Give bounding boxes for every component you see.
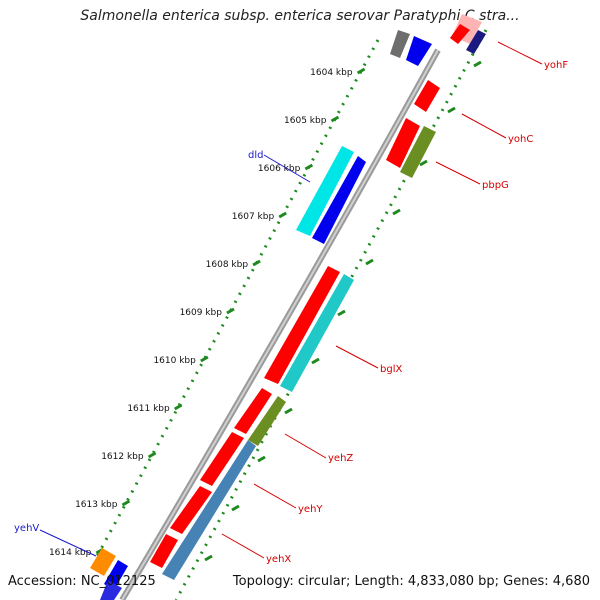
gene-label-pbpG[interactable]: pbpG bbox=[482, 180, 509, 191]
gene-blue-dld[interactable] bbox=[312, 156, 366, 244]
ruler-tick-label: 1614 kbp bbox=[49, 548, 92, 558]
ruler-tick-mark bbox=[330, 115, 340, 123]
gene-labels: yohF yohC pbpG dld bglX yehZ yehY yehX y… bbox=[14, 60, 568, 565]
ruler-tick-label: 1610 kbp bbox=[153, 356, 196, 366]
gene-bglX[interactable] bbox=[280, 274, 354, 392]
ruler-tick-label: 1605 kbp bbox=[284, 116, 327, 126]
genome-backbone bbox=[119, 48, 441, 600]
gene-label-yehY[interactable]: yehY bbox=[298, 504, 323, 515]
gene-label-yohF[interactable]: yohF bbox=[544, 60, 568, 71]
ruler-tick-mark bbox=[121, 499, 131, 507]
gene-gray-top[interactable] bbox=[390, 30, 410, 58]
ruler-tick-mark bbox=[173, 403, 183, 411]
ruler-tick-label: 1612 kbp bbox=[101, 452, 144, 462]
gene-yehV[interactable] bbox=[90, 548, 116, 576]
gene-label-bglX[interactable]: bglX bbox=[380, 364, 402, 375]
gene-blue-yehv-2[interactable] bbox=[100, 580, 122, 600]
gene-red-yehy-3[interactable] bbox=[150, 534, 178, 568]
gene-red-top[interactable] bbox=[450, 24, 470, 44]
gene-label-yohC[interactable]: yohC bbox=[508, 134, 533, 145]
ruler-tick-mark bbox=[356, 67, 366, 75]
gene-blue-top[interactable] bbox=[406, 36, 432, 66]
accession-text: Accession: NC_012125 bbox=[8, 574, 156, 589]
ruler-tick-mark bbox=[304, 163, 314, 171]
topology-text: Topology: circular; Length: 4,833,080 bp… bbox=[232, 574, 590, 589]
ruler-tick-label: 1604 kbp bbox=[310, 68, 353, 78]
gene-red-yehy-1[interactable] bbox=[200, 432, 244, 486]
gene-dld[interactable] bbox=[296, 146, 354, 236]
ruler-tick-label: 1607 kbp bbox=[232, 212, 275, 222]
gene-yehX[interactable] bbox=[162, 440, 256, 580]
gene-pbpG[interactable] bbox=[400, 126, 436, 178]
ruler-tick-mark bbox=[278, 211, 287, 219]
gene-label-yehV[interactable]: yehV bbox=[14, 523, 39, 534]
gene-label-yehX[interactable]: yehX bbox=[266, 554, 291, 565]
outer-ticks bbox=[204, 60, 482, 562]
ruler-tick-label: 1611 kbp bbox=[127, 404, 170, 414]
gene-yehZ[interactable] bbox=[248, 396, 286, 446]
ruler-tick-label: 1606 kbp bbox=[258, 164, 301, 174]
gene-label-lines bbox=[39, 41, 543, 559]
gene-red-pbp[interactable] bbox=[386, 118, 420, 168]
gene-red-yehy-2[interactable] bbox=[170, 486, 212, 534]
ruler-tick-label: 1608 kbp bbox=[206, 260, 249, 270]
ruler-tick-label: 1609 kbp bbox=[180, 308, 223, 318]
gene-features bbox=[90, 14, 486, 600]
ruler-tick-mark bbox=[147, 451, 157, 459]
gene-yohC[interactable] bbox=[414, 80, 440, 112]
ruler-tick-mark bbox=[226, 307, 235, 315]
ruler-ticks: 1604 kbp 1605 kbp 1606 kbp 1607 kbp 1608 kbp… bbox=[49, 67, 366, 558]
ruler-tick-mark bbox=[200, 355, 209, 363]
gene-navy-top[interactable] bbox=[466, 30, 486, 54]
ruler-tick-label: 1613 kbp bbox=[75, 500, 118, 510]
gene-red-yehz[interactable] bbox=[234, 388, 272, 434]
map-title: Salmonella enterica subsp. enterica sero… bbox=[80, 8, 520, 24]
ruler-tick-mark bbox=[252, 259, 261, 267]
gene-label-dld[interactable]: dld bbox=[248, 150, 263, 161]
gene-red-bglx[interactable] bbox=[264, 266, 340, 384]
gene-label-yehZ[interactable]: yehZ bbox=[328, 453, 353, 464]
genome-backbone-highlight bbox=[121, 49, 439, 600]
